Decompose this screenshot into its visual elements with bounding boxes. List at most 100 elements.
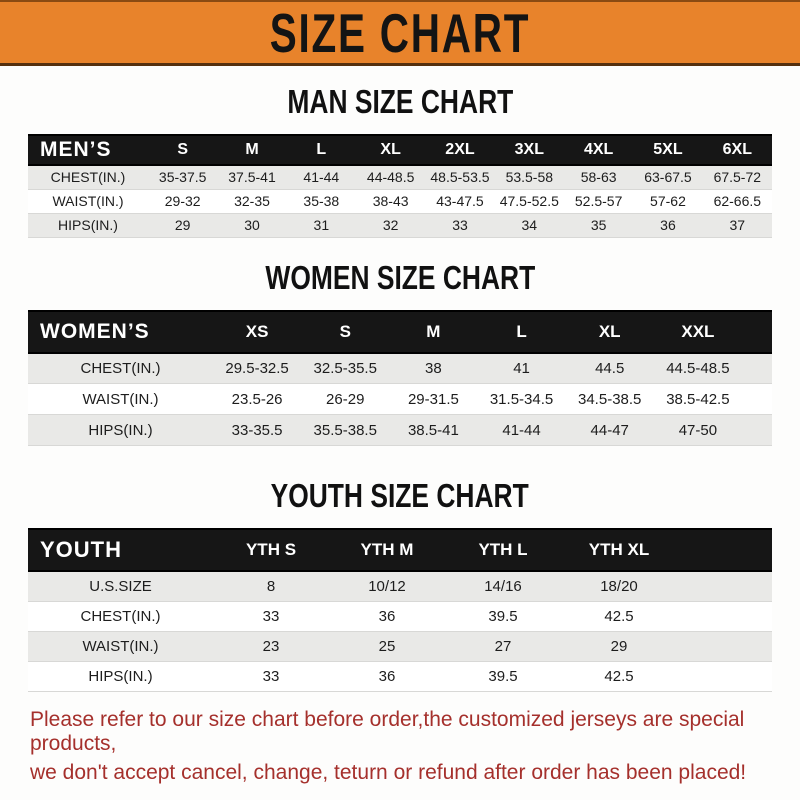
size-column-header: XXL — [653, 309, 742, 354]
measurement-row: U.S.SIZE 8 10/12 14/16 18/20 — [28, 571, 772, 602]
size-value-cell: 18/20 — [561, 571, 677, 602]
size-value-cell: 38.5-41 — [389, 414, 478, 446]
row-label: WAIST(IN.) — [28, 189, 148, 214]
size-column-header: YTH S — [213, 528, 329, 572]
size-value-cell: 47.5-52.5 — [494, 189, 564, 214]
size-column-header: M — [217, 134, 287, 166]
men-section-title: MAN SIZE CHART — [287, 84, 513, 121]
size-value-cell: 34 — [494, 213, 564, 238]
size-value-cell: 35-38 — [286, 189, 356, 214]
size-value-cell: 33 — [425, 213, 495, 238]
header-pad — [677, 528, 772, 572]
size-value-cell: 36 — [329, 601, 445, 632]
table-corner-label: MEN’S — [28, 134, 148, 166]
women-size-table: WOMEN’S XS S M L XL XXL CHEST(IN.) 29.5-32.5 32.5… — [28, 309, 772, 446]
size-value-cell: 63-67.5 — [633, 165, 703, 190]
size-value-cell: 31 — [286, 213, 356, 238]
banner-title: SIZE CHART — [269, 1, 531, 64]
size-value-cell: 42.5 — [561, 601, 677, 632]
size-value-cell: 14/16 — [445, 571, 561, 602]
size-value-cell: 52.5-57 — [563, 189, 634, 214]
row-label: HIPS(IN.) — [28, 414, 213, 446]
row-pad — [677, 601, 772, 632]
size-column-header: 3XL — [494, 134, 564, 166]
size-value-cell: 37.5-41 — [217, 165, 287, 190]
row-label: HIPS(IN.) — [28, 213, 148, 238]
row-label: U.S.SIZE — [28, 571, 213, 602]
row-pad — [742, 352, 772, 384]
size-value-cell: 26-29 — [301, 383, 390, 415]
size-value-cell: 29 — [561, 631, 677, 662]
row-pad — [677, 631, 772, 662]
size-value-cell: 32 — [355, 213, 426, 238]
row-label: WAIST(IN.) — [28, 631, 213, 662]
size-header-row: MEN’S S M L XL 2XL 3XL 4XL 5XL 6XL — [28, 134, 772, 166]
women-section-title: WOMEN SIZE CHART — [265, 259, 535, 297]
measurement-row: HIPS(IN.) 33 36 39.5 42.5 — [28, 661, 772, 692]
size-column-header: S — [301, 309, 390, 354]
measurement-row: WAIST(IN.) 23 25 27 29 — [28, 631, 772, 662]
size-value-cell: 23 — [213, 631, 329, 662]
size-value-cell: 33-35.5 — [213, 414, 302, 446]
size-value-cell: 41-44 — [477, 414, 566, 446]
size-value-cell: 32-35 — [217, 189, 287, 214]
footer-disclaimer: Please refer to our size chart before or… — [30, 708, 800, 785]
size-value-cell: 29.5-32.5 — [213, 352, 302, 384]
youth-size-table-host: YOUTH YTH S YTH M YTH L YTH XL U.S.SIZE 8 10/12… — [0, 528, 800, 692]
size-value-cell: 44.5-48.5 — [653, 352, 742, 384]
size-column-header: XL — [355, 134, 426, 166]
size-value-cell: 32.5-35.5 — [301, 352, 390, 384]
size-header-row: YOUTH YTH S YTH M YTH L YTH XL — [28, 528, 772, 572]
size-value-cell: 36 — [329, 661, 445, 692]
size-value-cell: 25 — [329, 631, 445, 662]
size-value-cell: 53.5-58 — [494, 165, 564, 190]
men-section-title-wrap: MAN SIZE CHART — [0, 84, 800, 121]
row-label: CHEST(IN.) — [28, 601, 213, 632]
size-value-cell: 38 — [389, 352, 478, 384]
size-value-cell: 34.5-38.5 — [565, 383, 654, 415]
size-value-cell: 58-63 — [563, 165, 634, 190]
size-value-cell: 31.5-34.5 — [477, 383, 566, 415]
measurement-row: CHEST(IN.) 29.5-32.5 32.5-35.5 38 41 44.5 44.5… — [28, 352, 772, 384]
row-pad — [742, 414, 772, 446]
size-column-header: S — [148, 134, 218, 166]
size-column-header: L — [286, 134, 356, 166]
men-size-table: MEN’S S M L XL 2XL 3XL 4XL 5XL 6XL CHEST(IN.) 35-37… — [28, 134, 772, 238]
size-column-header: YTH XL — [561, 528, 677, 572]
header-pad — [742, 309, 772, 354]
size-value-cell: 48.5-53.5 — [425, 165, 495, 190]
size-column-header: 2XL — [425, 134, 495, 166]
size-value-cell: 38-43 — [355, 189, 426, 214]
measurement-row: HIPS(IN.) 29 30 31 32 33 34 35 36 37 — [28, 213, 772, 238]
size-value-cell: 38.5-42.5 — [653, 383, 742, 415]
banner: SIZE CHART — [0, 0, 800, 66]
size-value-cell: 67.5-72 — [702, 165, 772, 190]
size-value-cell: 8 — [213, 571, 329, 602]
women-section-title-wrap: WOMEN SIZE CHART — [0, 259, 800, 297]
size-value-cell: 35 — [563, 213, 634, 238]
size-value-cell: 39.5 — [445, 661, 561, 692]
row-label: WAIST(IN.) — [28, 383, 213, 415]
row-pad — [742, 383, 772, 415]
size-value-cell: 42.5 — [561, 661, 677, 692]
measurement-row: WAIST(IN.) 29-32 32-35 35-38 38-43 43-47.5 47.… — [28, 189, 772, 214]
size-column-header: 5XL — [633, 134, 703, 166]
size-column-header: XL — [565, 309, 654, 354]
size-value-cell: 27 — [445, 631, 561, 662]
row-pad — [677, 571, 772, 602]
women-size-table-host: WOMEN’S XS S M L XL XXL CHEST(IN.) 29.5-32.5 32.5… — [0, 309, 800, 446]
table-corner-label: YOUTH — [28, 528, 213, 572]
size-column-header: YTH M — [329, 528, 445, 572]
size-value-cell: 10/12 — [329, 571, 445, 602]
size-column-header: 6XL — [702, 134, 772, 166]
size-value-cell: 41-44 — [286, 165, 356, 190]
size-value-cell: 29-32 — [148, 189, 218, 214]
row-label: CHEST(IN.) — [28, 352, 213, 384]
row-label: HIPS(IN.) — [28, 661, 213, 692]
table-corner-label: WOMEN’S — [28, 309, 213, 354]
size-value-cell: 33 — [213, 601, 329, 632]
men-size-table-host: MEN’S S M L XL 2XL 3XL 4XL 5XL 6XL CHEST(IN.) 35-37… — [0, 134, 800, 238]
youth-size-table: YOUTH YTH S YTH M YTH L YTH XL U.S.SIZE 8 10/12… — [28, 528, 772, 692]
footer-line: Please refer to our size chart before or… — [30, 707, 745, 755]
